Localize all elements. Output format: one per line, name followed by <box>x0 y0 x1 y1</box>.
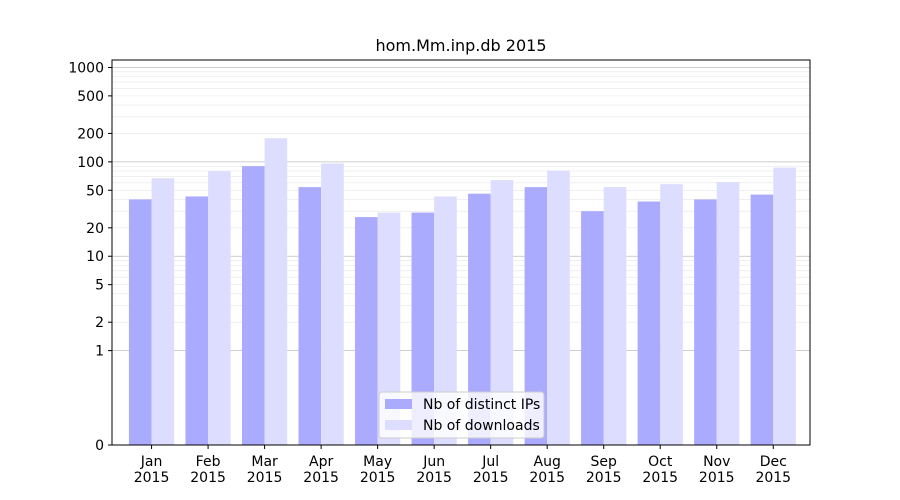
bar-downloads <box>660 184 683 445</box>
bar-distinct-ips <box>581 211 604 445</box>
x-axis: Jan 2015 Feb 2015 Mar 2015 Apr 2015 May 2015 Jun 20… <box>134 445 791 486</box>
bar-downloads <box>490 180 514 445</box>
x-tick-label: Jan 2015 <box>134 454 170 486</box>
bar-downloads <box>603 187 627 446</box>
x-tick-label: Jul 2015 <box>473 454 509 486</box>
x-tick-label: Jun 2015 <box>416 454 452 486</box>
y-tick-label: 2 <box>95 315 104 331</box>
x-tick-label: Apr 2015 <box>303 454 339 486</box>
y-tick-label: 100 <box>77 155 104 171</box>
bar-downloads <box>321 163 344 446</box>
bars-layer <box>128 138 796 446</box>
bar-distinct-ips <box>241 166 265 445</box>
bar-distinct-ips <box>411 212 435 445</box>
y-tick-label: 5 <box>95 278 104 294</box>
bar-distinct-ips <box>298 187 322 446</box>
x-tick-label: Nov 2015 <box>699 454 735 486</box>
bar-distinct-ips <box>750 194 774 445</box>
legend-label: Nb of downloads <box>423 418 540 434</box>
bar-downloads <box>716 182 740 445</box>
y-tick-label: 500 <box>77 89 104 105</box>
bar-downloads <box>208 171 231 446</box>
y-tick-label: 200 <box>77 126 104 142</box>
legend: Nb of distinct IPs Nb of downloads <box>378 391 545 439</box>
bar-distinct-ips <box>524 187 548 446</box>
y-tick-label: 50 <box>86 183 104 199</box>
y-tick-label: 20 <box>86 221 104 237</box>
x-tick-label: Oct 2015 <box>642 454 678 486</box>
y-axis: 0 1 2 5 10 20 50 100 200 500 1000 <box>68 60 112 454</box>
bar-distinct-ips <box>355 217 378 445</box>
legend-label: Nb of distinct IPs <box>423 397 540 413</box>
bar-downloads <box>264 138 288 445</box>
bar-distinct-ips <box>468 193 491 445</box>
bar-distinct-ips <box>637 201 661 445</box>
y-tick-label: 1000 <box>68 60 104 76</box>
x-tick-label: Sep 2015 <box>586 454 622 486</box>
x-tick-label: Dec 2015 <box>755 454 791 486</box>
legend-swatch <box>385 399 412 409</box>
bar-downloads <box>773 167 796 445</box>
bar-distinct-ips <box>128 199 152 445</box>
x-tick-label: Feb 2015 <box>190 454 226 486</box>
bar-distinct-ips <box>694 199 717 445</box>
x-tick-label: May 2015 <box>360 454 396 486</box>
legend-box <box>378 391 545 439</box>
x-tick-label: Aug 2015 <box>529 454 565 486</box>
bar-downloads <box>377 212 401 445</box>
chart-title: hom.Mm.inp.db 2015 <box>375 36 546 55</box>
legend-swatch <box>385 420 412 430</box>
bar-distinct-ips <box>185 196 209 445</box>
y-tick-label: 1 <box>95 344 104 360</box>
bar-downloads <box>434 196 457 445</box>
bar-downloads <box>547 170 570 445</box>
y-tick-label: 10 <box>86 249 104 265</box>
bar-downloads <box>151 178 175 445</box>
plot-frame <box>111 59 811 446</box>
y-tick-label: 0 <box>95 438 104 454</box>
x-tick-label: Mar 2015 <box>247 454 283 486</box>
